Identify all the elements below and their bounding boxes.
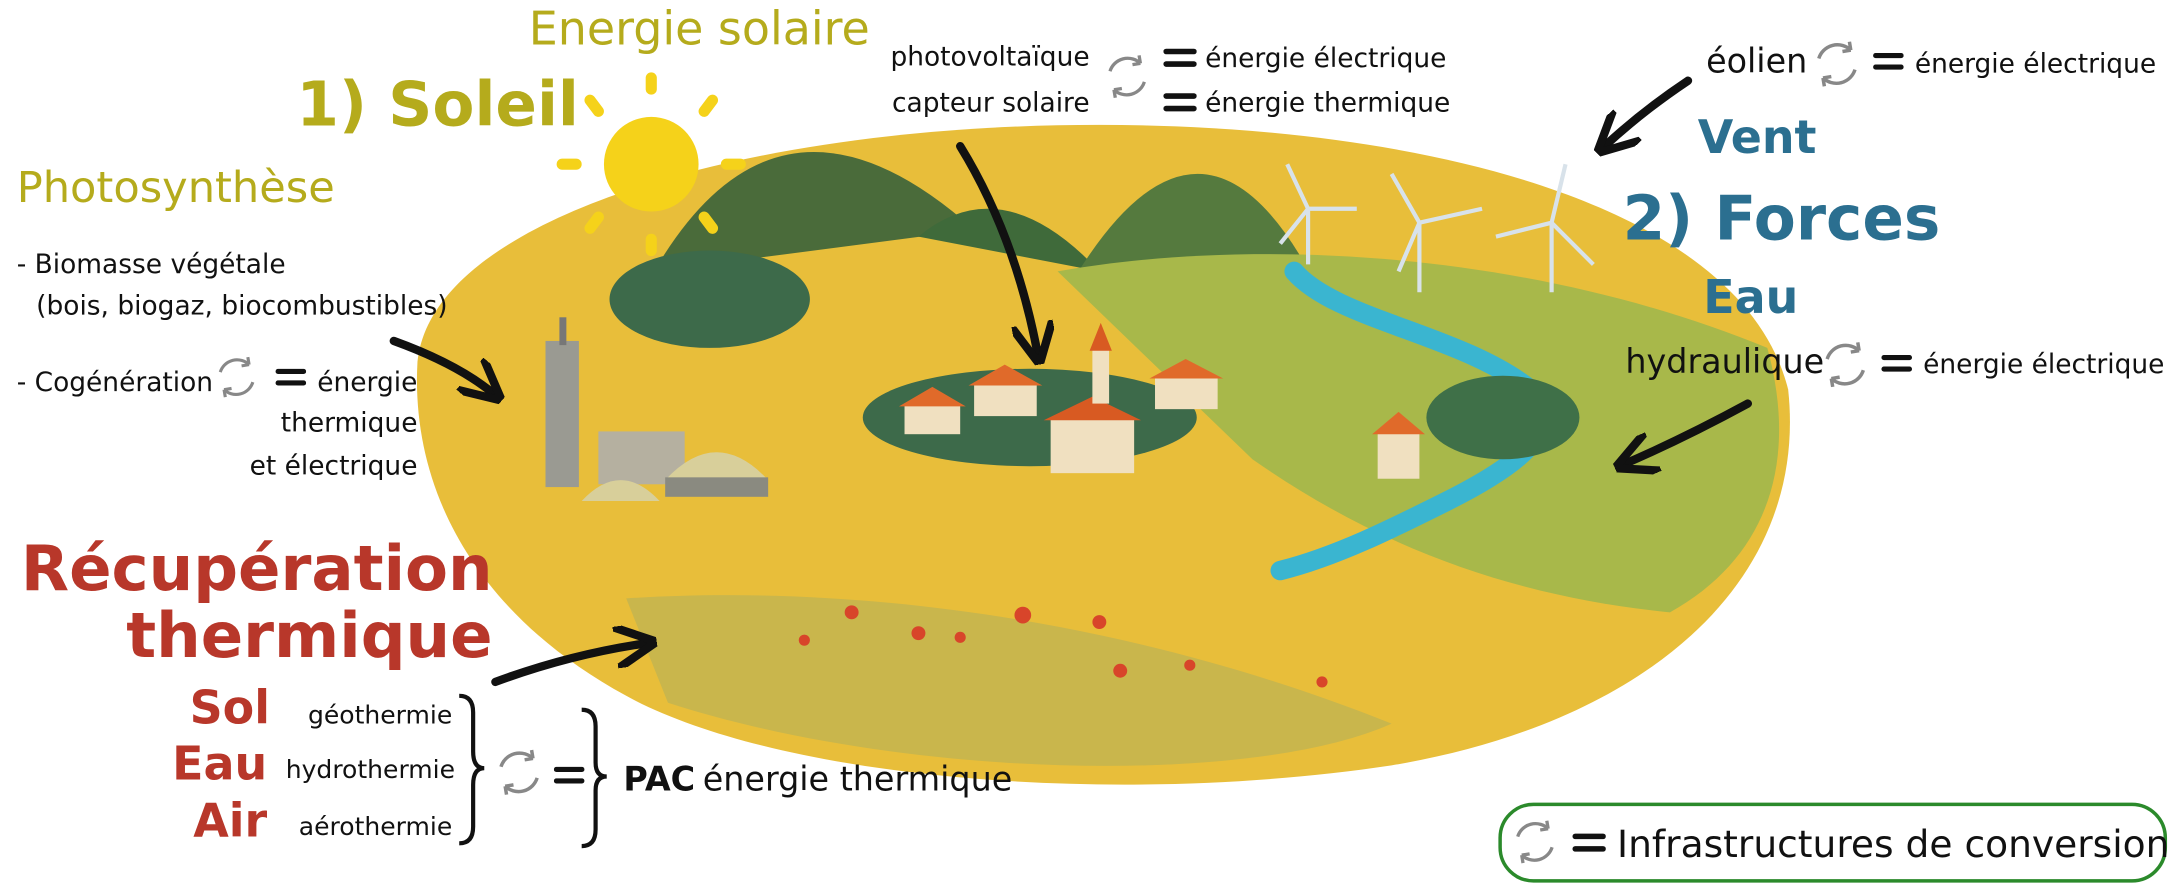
section-title: 3) Récupération: [0, 532, 493, 605]
subtitle: Energie solaire: [529, 2, 870, 56]
legend-label: Infrastructures de conversion: [1617, 822, 2169, 866]
label: énergie thermique: [1205, 87, 1450, 118]
equals: [1163, 49, 1196, 67]
arrow: [1603, 81, 1688, 148]
source-label: Eau: [172, 736, 267, 790]
label: - Cogénération: [17, 367, 213, 398]
section-title: 1) Soleil: [296, 69, 579, 140]
label: géothermie: [308, 701, 452, 730]
conversion-icon: [1819, 42, 1855, 87]
label: énergie électrique: [1205, 43, 1446, 74]
equals: [1873, 53, 1904, 70]
conversion-icon: [1110, 55, 1144, 97]
label: et électrique: [250, 451, 418, 482]
section-title: 2) Forces: [1623, 183, 1941, 254]
label: énergie électrique: [1923, 349, 2164, 380]
diagram: Energie solaire 1) Soleil Photosynthèse …: [0, 0, 2182, 883]
source-label: Sol: [190, 681, 270, 735]
label: aérothermie: [299, 812, 452, 841]
device-label: PAC: [623, 759, 695, 798]
brace: [582, 710, 607, 846]
label: capteur solaire: [892, 87, 1090, 118]
page: Energie solaire 1) Soleil Photosynthèse …: [0, 0, 2182, 883]
equals: [1881, 355, 1912, 372]
forest: [1426, 376, 1579, 459]
label: thermique: [281, 407, 418, 438]
landscape: [417, 78, 1790, 785]
brace: [459, 696, 484, 844]
equals: [1163, 93, 1196, 111]
label: photovoltaïque: [890, 41, 1089, 72]
label: énergie thermique: [703, 759, 1013, 798]
subtitle: Photosynthèse: [17, 163, 335, 213]
label: (bois, biogaz, biocombustibles): [36, 291, 447, 322]
label: énergie: [317, 367, 417, 398]
label: hydrothermie: [286, 755, 455, 784]
equals: [276, 369, 307, 386]
source-label: Eau: [1703, 270, 1798, 324]
forest: [610, 251, 810, 348]
label: hydraulique: [1625, 342, 1824, 381]
conversion-icon: [1827, 342, 1863, 387]
source-label: Air: [193, 793, 267, 847]
label: éolien: [1706, 41, 1807, 80]
conversion-icon: [220, 357, 253, 397]
equals: [554, 767, 585, 784]
label: - Biomasse végétale: [17, 249, 286, 280]
label: énergie électrique: [1915, 48, 2156, 79]
conversion-icon: [501, 750, 537, 795]
section-title: thermique: [126, 599, 492, 672]
source-label: Vent: [1698, 110, 1817, 164]
